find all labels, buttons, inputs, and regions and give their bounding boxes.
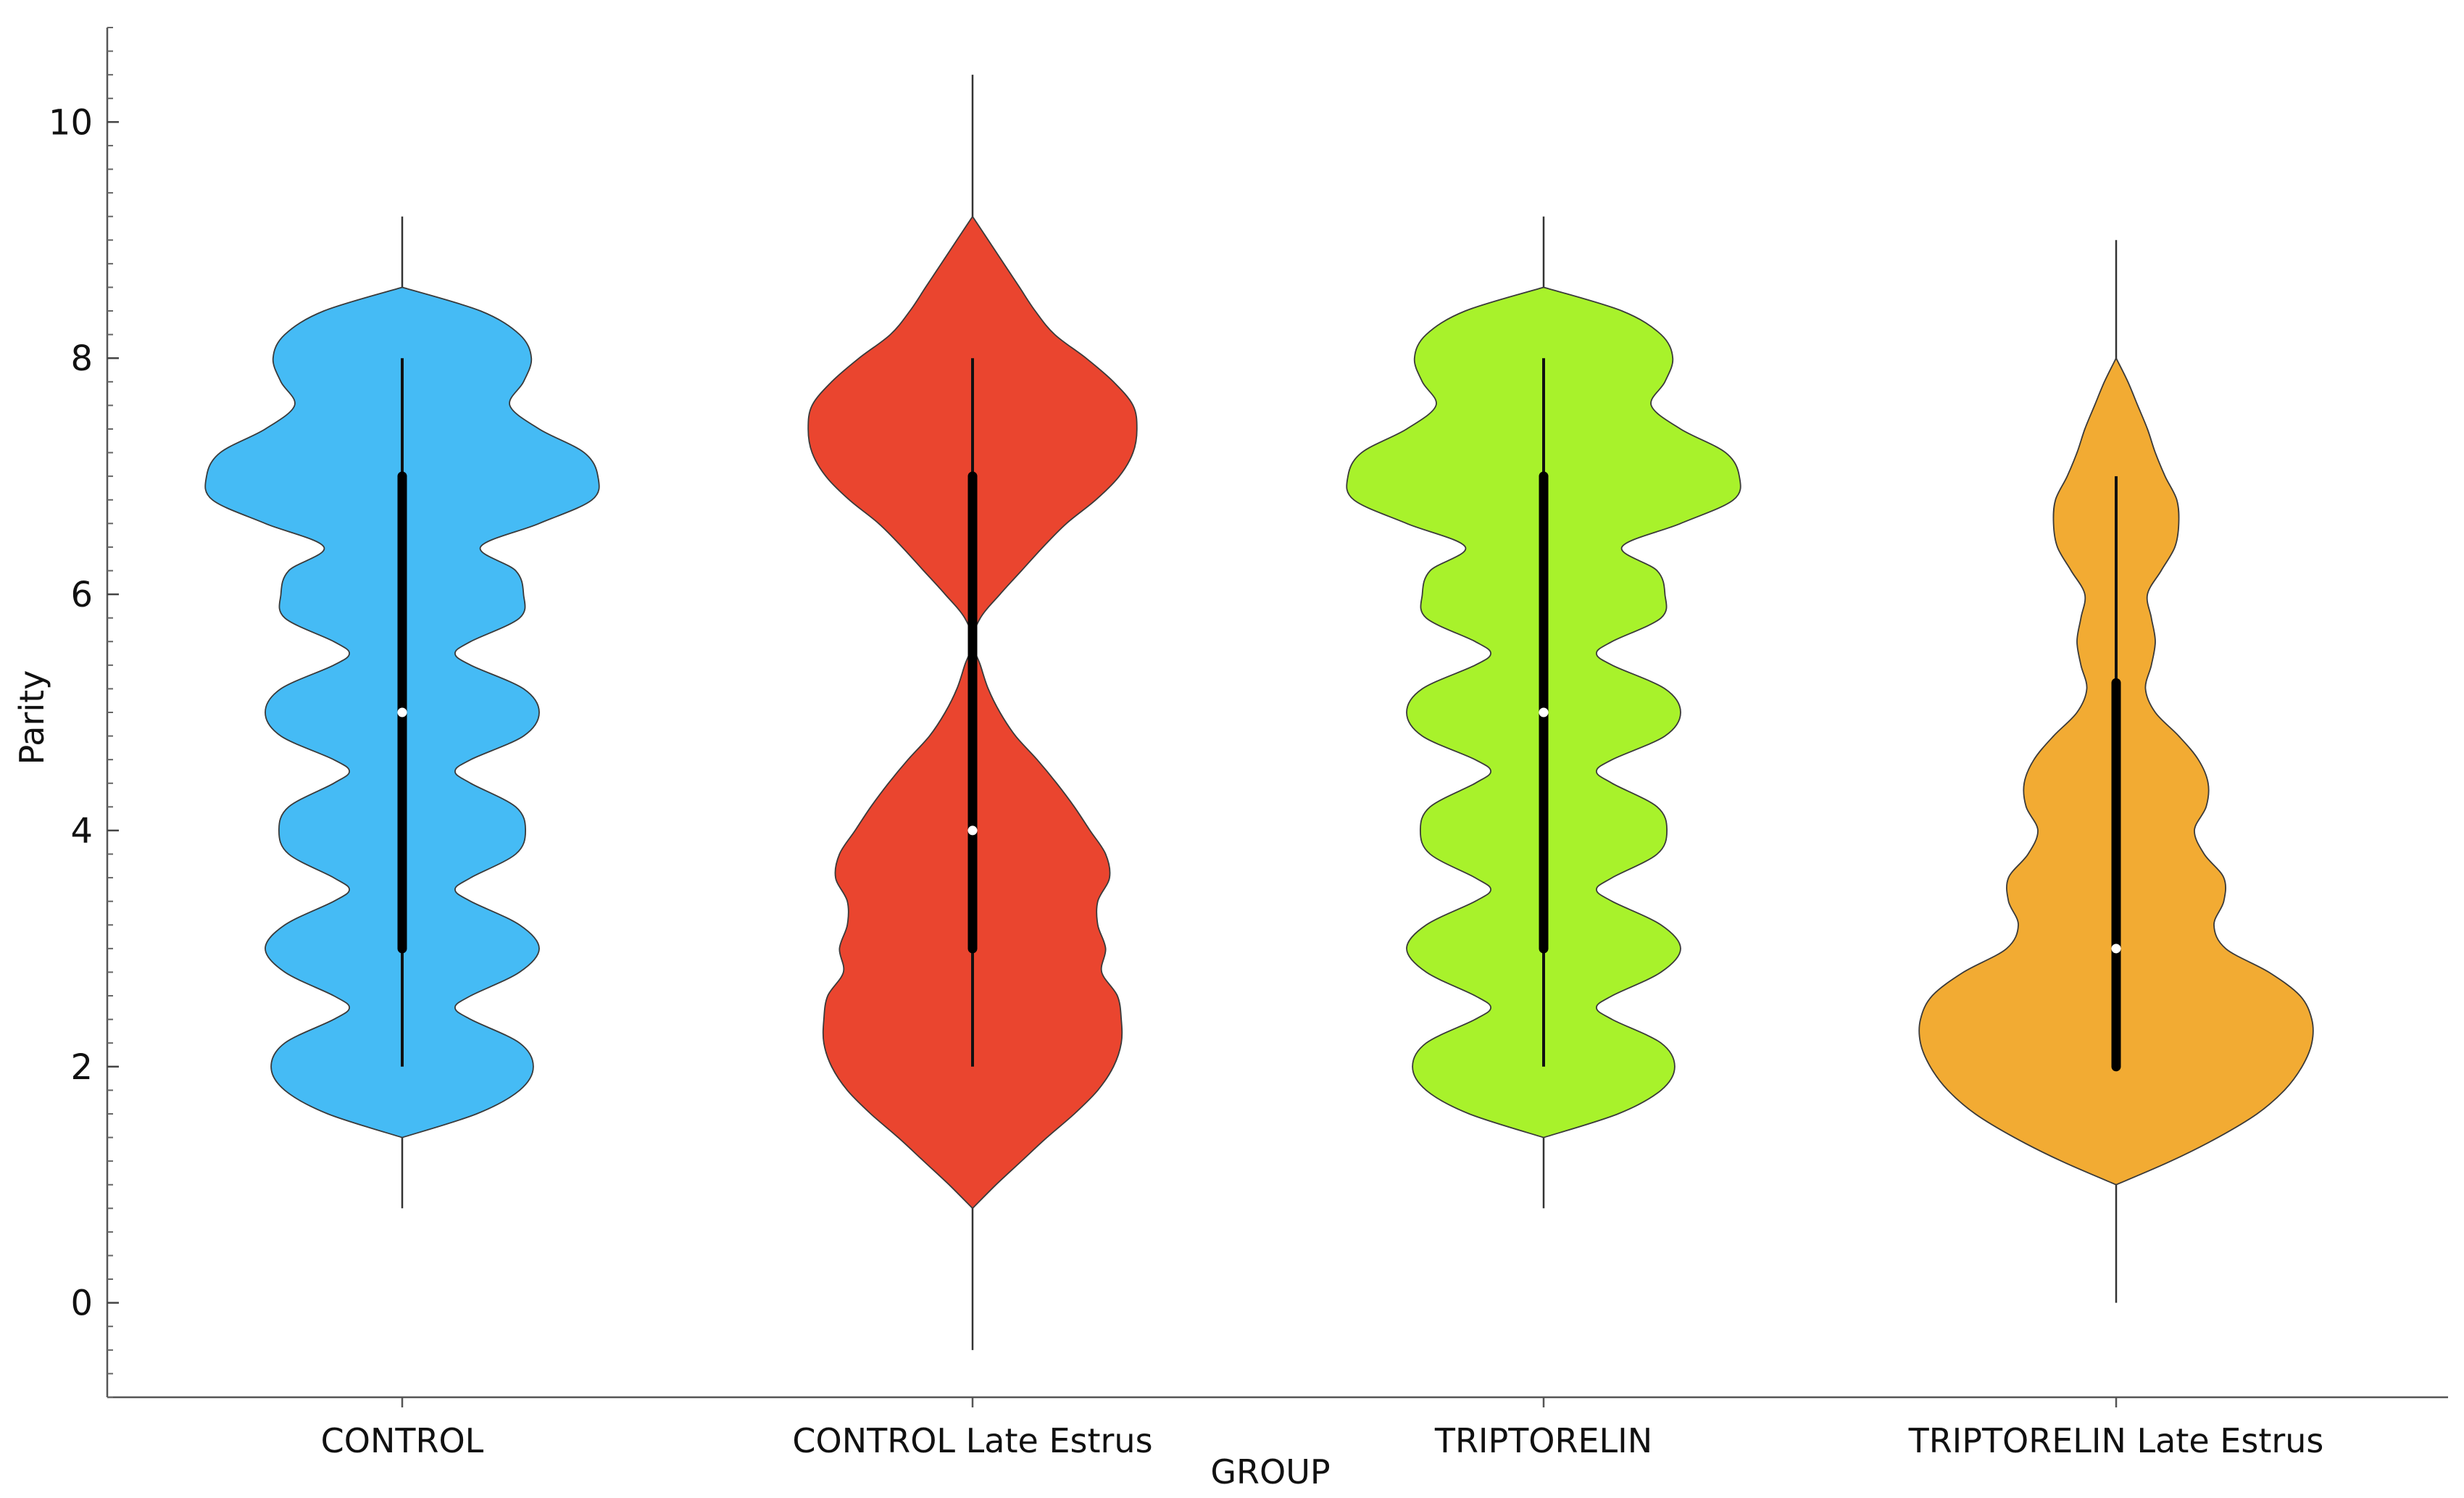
- x-tick-label-triptorelin: TRIPTORELIN: [1434, 1421, 1652, 1460]
- median-dot-control-late-estrus: [967, 825, 978, 836]
- y-tick-label-4: 4: [70, 811, 93, 852]
- x-tick-label-control: CONTROL: [321, 1421, 484, 1460]
- y-tick-label-0: 0: [70, 1283, 93, 1324]
- violin-group-triptorelin: [1346, 216, 1741, 1209]
- x-tick-label-triptorelin-late-estrus: TRIPTORELIN Late Estrus: [1908, 1421, 2324, 1460]
- violin-group-control: [204, 216, 600, 1209]
- median-dot-triptorelin: [1539, 707, 1549, 717]
- median-dot-triptorelin-late-estrus: [2111, 944, 2121, 954]
- y-tick-label-2: 2: [70, 1047, 93, 1088]
- violin-group-control-late-estrus: [807, 75, 1138, 1350]
- violin-group-triptorelin-late-estrus: [1918, 240, 2314, 1303]
- x-axis-title: GROUP: [1210, 1452, 1330, 1491]
- x-tick-label-control-late-estrus: CONTROL Late Estrus: [792, 1421, 1152, 1460]
- axes-layer: CONTROL CONTROL Late Estrus TRIPTORELIN TRI…: [49, 27, 2448, 1460]
- y-axis-title: Parity: [12, 670, 51, 765]
- violins-layer: [204, 75, 2314, 1350]
- y-tick-label-8: 8: [70, 338, 93, 379]
- y-tick-label-10: 10: [49, 102, 93, 143]
- y-tick-label-6: 6: [70, 575, 93, 615]
- median-dot-control: [397, 707, 407, 717]
